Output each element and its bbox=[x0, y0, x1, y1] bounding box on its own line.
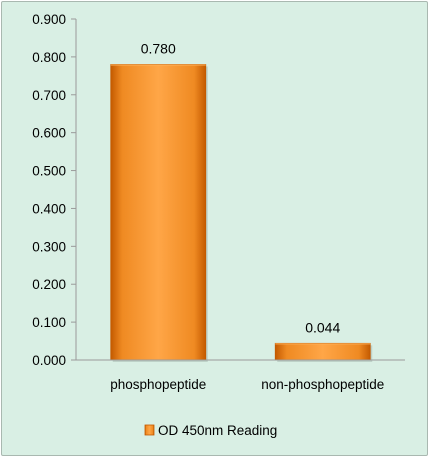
legend-swatch bbox=[144, 424, 155, 436]
y-axis: 0.000 0.100 0.200 0.300 0.400 0.500 0.600 0.700… bbox=[32, 12, 77, 368]
y-tick-label: 0.900 bbox=[32, 12, 66, 27]
y-tick-label: 0.400 bbox=[32, 201, 66, 216]
y-tick-label: 0.300 bbox=[32, 239, 66, 254]
x-category-label: non-phosphopeptide bbox=[261, 377, 384, 392]
x-category-label: phosphopeptide bbox=[110, 377, 206, 392]
bar-non-phosphopeptide bbox=[274, 342, 371, 361]
y-tick-label: 0.600 bbox=[32, 126, 66, 141]
data-label: 0.780 bbox=[141, 40, 176, 56]
x-axis: phosphopeptide non-phosphopeptide bbox=[76, 359, 405, 392]
y-tick-label: 0.700 bbox=[32, 88, 66, 103]
y-tick-label: 0.000 bbox=[32, 353, 66, 368]
y-tick-label: 0.800 bbox=[32, 50, 66, 65]
data-label: 0.044 bbox=[305, 319, 340, 335]
y-tick-label: 0.200 bbox=[32, 277, 66, 292]
y-tick-label: 0.100 bbox=[32, 315, 66, 330]
bars: 0.780 0.044 bbox=[110, 40, 373, 362]
bar-phosphopeptide bbox=[110, 64, 207, 361]
legend: OD 450nm Reading bbox=[144, 423, 277, 438]
y-tick-label: 0.500 bbox=[32, 164, 66, 179]
legend-label: OD 450nm Reading bbox=[158, 423, 277, 438]
